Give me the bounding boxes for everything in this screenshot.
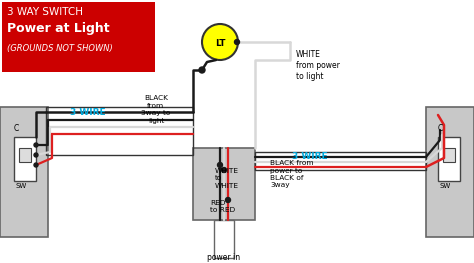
FancyBboxPatch shape [2,2,155,72]
Circle shape [202,24,238,60]
Circle shape [34,153,38,157]
Circle shape [34,143,38,147]
Text: Power at Light: Power at Light [7,22,109,35]
Text: LT: LT [215,38,225,48]
Circle shape [199,67,205,73]
FancyBboxPatch shape [426,107,474,237]
Text: 3 WAY SWITCH: 3 WAY SWITCH [7,7,83,17]
FancyBboxPatch shape [14,137,36,181]
FancyBboxPatch shape [443,148,455,162]
Circle shape [34,163,38,167]
Text: BLACK from
power to
BLACK of
3way: BLACK from power to BLACK of 3way [270,160,314,189]
Text: (GROUNDS NOT SHOWN): (GROUNDS NOT SHOWN) [7,44,113,53]
Circle shape [235,39,239,44]
Text: C: C [14,124,19,133]
Text: SW: SW [440,183,451,189]
Text: WHITE
from power
to light: WHITE from power to light [296,50,340,81]
Text: WHITE
to
WHITE: WHITE to WHITE [215,168,239,189]
Text: BLACK
from
3way to
light: BLACK from 3way to light [141,95,171,124]
FancyBboxPatch shape [214,220,234,258]
Text: SW: SW [16,183,27,189]
Circle shape [226,198,230,203]
FancyBboxPatch shape [19,148,31,162]
FancyBboxPatch shape [193,148,255,220]
Text: power in: power in [208,253,241,262]
Text: 3 WIRE: 3 WIRE [70,108,106,117]
Text: RED
to RED: RED to RED [210,200,235,214]
Text: C: C [438,124,443,133]
Circle shape [218,163,222,168]
Circle shape [221,168,227,173]
Text: 3 WIRE: 3 WIRE [292,152,328,161]
FancyBboxPatch shape [438,137,460,181]
FancyBboxPatch shape [0,107,48,237]
